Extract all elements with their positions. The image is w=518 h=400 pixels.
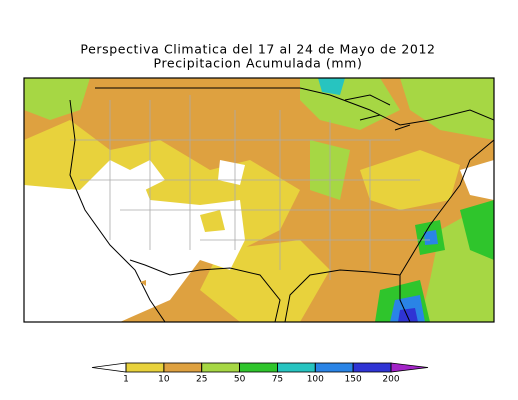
colorbar-segment — [239, 362, 278, 373]
colorbar-tick-label: 200 — [382, 375, 399, 385]
map — [24, 78, 494, 322]
colorbar-tick-label: 25 — [196, 375, 207, 385]
colorbar-tick-label: 50 — [234, 375, 246, 385]
colorbar-tick-label: 10 — [158, 375, 170, 385]
colorbar-tick-label: 100 — [307, 375, 324, 385]
colorbar: 1 10 25 50 75 100 150 200 — [91, 362, 429, 385]
colorbar-extension — [390, 362, 429, 373]
colorbar-segment — [314, 362, 354, 373]
colorbar-segment — [352, 362, 392, 373]
colorbar-tick-label: 150 — [345, 375, 362, 385]
colorbar-segment — [125, 362, 165, 373]
colorbar-tick-label: 1 — [123, 375, 129, 385]
map-frame — [23, 77, 495, 323]
subtitle-line: Precipitacion Acumulada (mm) — [154, 56, 363, 71]
colorbar-tick-label: 75 — [272, 375, 283, 385]
colorbar-segment — [201, 362, 240, 373]
title-line: Perspectiva Climatica del 17 al 24 de Ma… — [80, 42, 435, 57]
colorbar-extension — [91, 362, 127, 373]
colorbar-segment — [277, 362, 316, 373]
colorbar-segment — [163, 362, 203, 373]
